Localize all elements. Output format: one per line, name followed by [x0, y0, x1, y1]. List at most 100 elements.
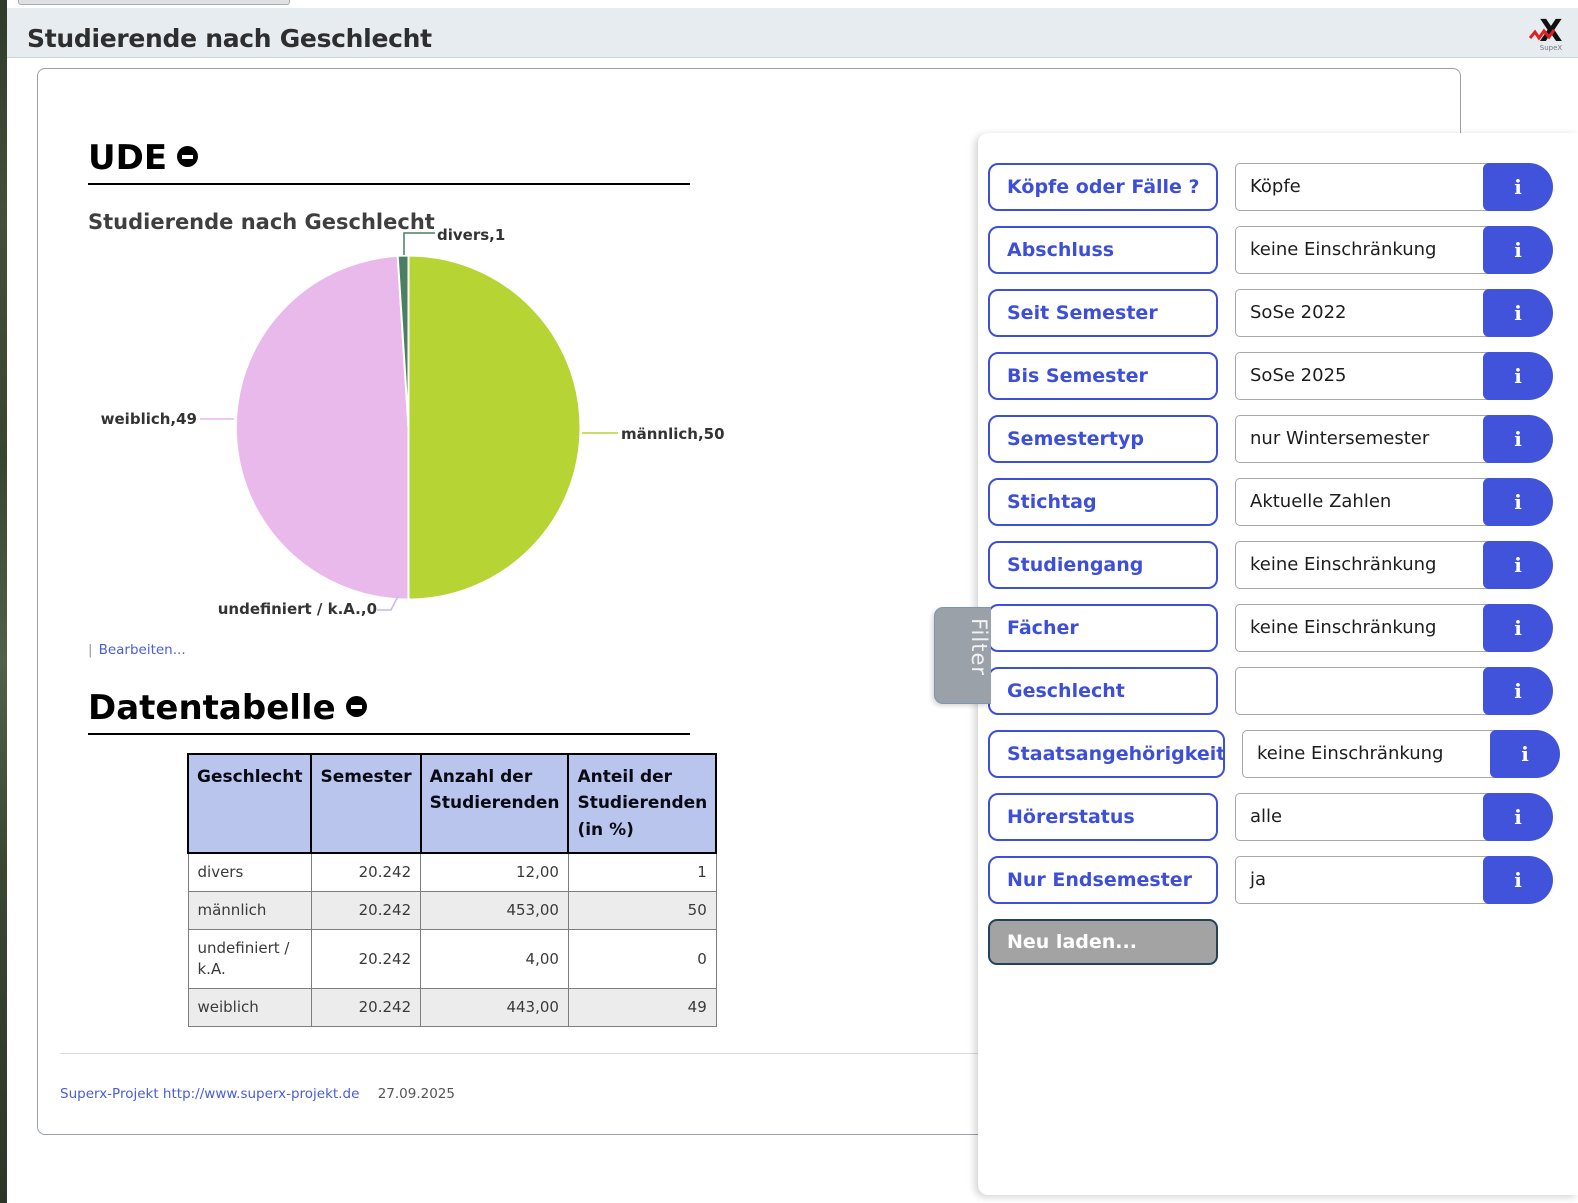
reload-button[interactable]: Neu laden...	[988, 919, 1218, 965]
pie-label-weiblich: weiblich,49	[100, 410, 197, 428]
table-cell: 4,00	[420, 929, 569, 990]
filter-value-field[interactable]: SoSe 2025	[1235, 352, 1493, 400]
table-row: weiblich 20.242 443,00 49	[187, 988, 717, 1028]
collapse-section-icon[interactable]	[345, 696, 367, 717]
info-button[interactable]: i	[1483, 541, 1553, 589]
collapse-section-icon[interactable]	[177, 146, 199, 167]
footer-link[interactable]: Superx-Projekt http://www.superx-projekt…	[60, 1086, 360, 1102]
filter-label-button[interactable]: Bis Semester	[988, 352, 1218, 400]
filter-label-button[interactable]: Hörerstatus	[988, 793, 1218, 841]
superx-logo-label: SupeX	[1539, 44, 1563, 52]
filter-label-button[interactable]: Fächer	[988, 604, 1218, 652]
table-row: undefiniert / k.A. 20.242 4,00 0	[187, 929, 717, 990]
connector-undefiniert	[377, 595, 399, 611]
filter-value-field[interactable]: keine Einschränkung	[1235, 226, 1493, 274]
filter-row: Nur Endsemester ja i	[988, 856, 1578, 904]
section-title-text: UDE	[88, 138, 168, 178]
filter-value-field[interactable]: keine Einschränkung	[1235, 604, 1493, 652]
footer-date: 27.09.2025	[377, 1086, 455, 1102]
background-photo-strip	[0, 0, 7, 1203]
table-cell: 20.242	[310, 852, 422, 893]
info-button[interactable]: i	[1483, 667, 1553, 715]
filter-value-field[interactable]: SoSe 2022	[1235, 289, 1493, 337]
report-footer: Superx-Projekt http://www.superx-projekt…	[60, 1086, 455, 1102]
filter-row: Studiengang keine Einschränkung i	[988, 541, 1578, 589]
pie-label-maennlich: männlich,50	[621, 425, 725, 443]
table-cell: 0	[567, 929, 717, 990]
filter-label-button[interactable]: Studiengang	[988, 541, 1218, 589]
pie-slice-divers[interactable]	[396, 254, 410, 428]
connector-divers	[403, 232, 435, 255]
filter-row: Seit Semester SoSe 2022 i	[988, 289, 1578, 337]
table-column-header: Geschlecht	[186, 752, 313, 855]
edit-link[interactable]: Bearbeiten...	[98, 642, 186, 658]
pie-chart	[110, 220, 730, 630]
filter-label-button[interactable]: Seit Semester	[988, 289, 1218, 337]
pie-slice-weiblich[interactable]	[234, 254, 410, 601]
filter-tab[interactable]: Filter	[934, 607, 991, 704]
filter-row: Abschluss keine Einschränkung i	[988, 226, 1578, 274]
table-cell: männlich	[187, 891, 312, 931]
info-button[interactable]: i	[1490, 730, 1560, 778]
table-cell: 12,00	[420, 852, 569, 893]
table-cell: undefiniert / k.A.	[187, 929, 312, 990]
filter-tab-label: Filter	[967, 618, 991, 677]
table-cell: 50	[567, 891, 717, 931]
filter-value-field[interactable]: Köpfe	[1235, 163, 1493, 211]
section-rule	[88, 183, 690, 185]
table-column-header: Anteil der Studierenden (in %)	[567, 752, 718, 855]
filter-value-field[interactable]: nur Wintersemester	[1235, 415, 1493, 463]
pie-label-undefiniert: undefiniert / k.A.,0	[217, 600, 377, 618]
filter-value-field[interactable]: ja	[1235, 856, 1493, 904]
filter-label-button[interactable]: Staatsangehörigkeit	[988, 730, 1225, 778]
info-button[interactable]: i	[1483, 856, 1553, 904]
section-rule	[88, 733, 690, 735]
filter-label-button[interactable]: Köpfe oder Fälle ?	[988, 163, 1218, 211]
section-title-datentabelle: Datentabelle	[88, 688, 367, 728]
info-button[interactable]: i	[1483, 352, 1553, 400]
filter-label-button[interactable]: Abschluss	[988, 226, 1218, 274]
filter-value-field[interactable]: keine Einschränkung	[1235, 541, 1493, 589]
info-button[interactable]: i	[1483, 163, 1553, 211]
filter-label-button[interactable]: Semestertyp	[988, 415, 1218, 463]
table-column-header: Anzahl der Studierenden	[419, 752, 570, 855]
filter-value-field[interactable]	[1235, 667, 1493, 715]
info-button[interactable]: i	[1483, 289, 1553, 337]
filter-value-field[interactable]: alle	[1235, 793, 1493, 841]
table-header-row: Geschlecht Semester Anzahl der Studierende…	[186, 752, 718, 855]
filter-row: Semestertyp nur Wintersemester i	[988, 415, 1578, 463]
table-cell: 49	[567, 988, 717, 1028]
browser-tab-remnant	[18, 0, 290, 5]
section-title-ude: UDE	[88, 138, 199, 178]
info-button[interactable]: i	[1483, 226, 1553, 274]
info-button[interactable]: i	[1483, 793, 1553, 841]
table-column-header: Semester	[310, 752, 422, 855]
superx-logo: X SupeX	[1527, 17, 1575, 64]
superx-red-scribble-icon	[1529, 28, 1556, 41]
pie-slice-m-nnlich[interactable]	[407, 254, 582, 601]
table-row: männlich 20.242 453,00 50	[187, 891, 717, 931]
table-cell: 1	[567, 852, 717, 893]
table-cell: divers	[187, 852, 312, 893]
table-cell: weiblich	[187, 988, 312, 1028]
filter-row: Stichtag Aktuelle Zahlen i	[988, 478, 1578, 526]
filter-row: Staatsangehörigkeit keine Einschränkung i	[988, 730, 1578, 778]
page-title: Studierende nach Geschlecht	[27, 24, 432, 53]
divider-bar: |	[88, 642, 93, 658]
filter-label-button[interactable]: Nur Endsemester	[988, 856, 1218, 904]
info-button[interactable]: i	[1483, 604, 1553, 652]
filter-panel: Köpfe oder Fälle ? Köpfe i Abschluss keine E…	[978, 133, 1578, 1195]
section-title-text: Datentabelle	[88, 688, 336, 728]
filter-label-button[interactable]: Geschlecht	[988, 667, 1218, 715]
app-header: Studierende nach Geschlecht X SupeX	[7, 8, 1578, 58]
pie-slices[interactable]	[234, 254, 582, 601]
filter-row: Geschlecht i	[988, 667, 1578, 715]
info-button[interactable]: i	[1483, 415, 1553, 463]
info-button[interactable]: i	[1483, 478, 1553, 526]
table-cell: 20.242	[310, 988, 422, 1028]
table-cell: 20.242	[310, 891, 422, 931]
filter-value-field[interactable]: keine Einschränkung	[1242, 730, 1500, 778]
table-cell: 20.242	[310, 929, 422, 990]
filter-label-button[interactable]: Stichtag	[988, 478, 1218, 526]
filter-value-field[interactable]: Aktuelle Zahlen	[1235, 478, 1493, 526]
